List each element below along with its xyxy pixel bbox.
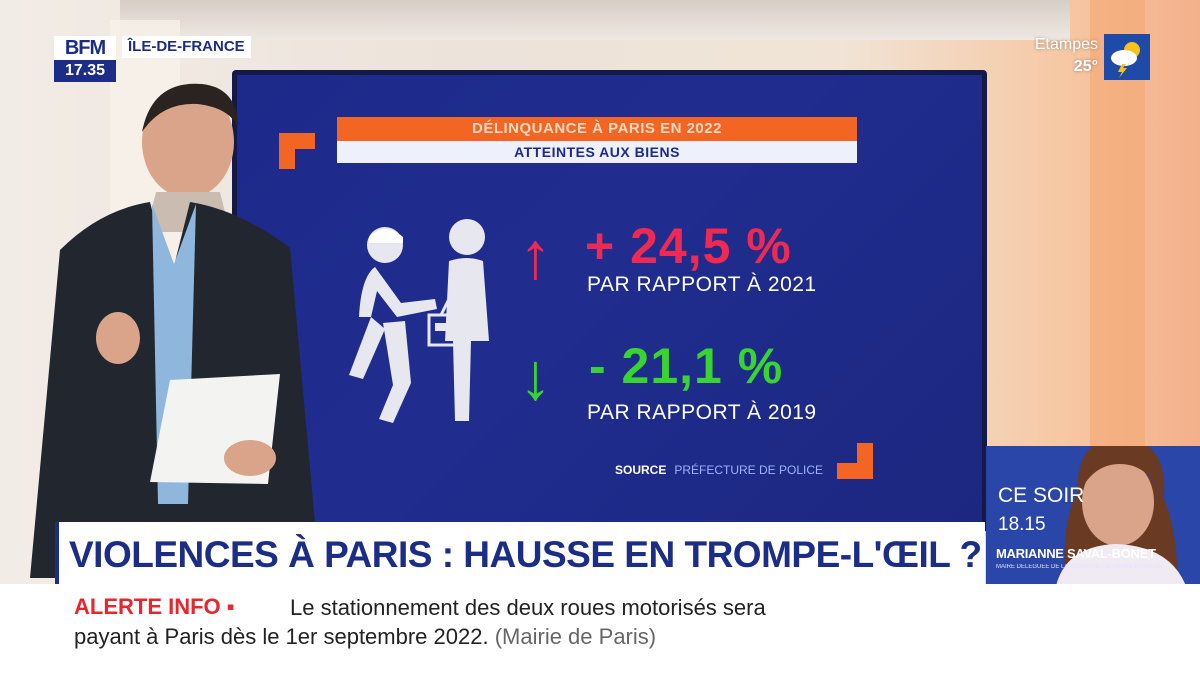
ticker-source: (Mairie de Paris) (494, 624, 657, 649)
guest-when: CE SOIR (998, 484, 1085, 507)
alert-info-label: ALERTE INFO ▪ (74, 594, 235, 619)
source-line: SOURCE PRÉFECTURE DE POLICE (615, 463, 823, 477)
clock-time: 17.35 (54, 60, 116, 82)
channel-logo: BFM 17.35 (54, 36, 116, 82)
infographic-subtitle: ATTEINTES AUX BIENS (337, 141, 857, 163)
infographic-title: DÉLINQUANCE À PARIS EN 2022 (337, 117, 857, 141)
ticker-line-2-text: payant à Paris dès le 1er septembre 2022… (74, 624, 489, 649)
increase-comparison: PAR RAPPORT À 2021 (587, 273, 817, 296)
guest-name: MARIANNE SAVAL-BONET (996, 546, 1156, 561)
ticker-line-2: payant à Paris dès le 1er septembre 2022… (74, 624, 656, 650)
region-label: ÎLE-DE-FRANCE (122, 36, 251, 58)
infographic-screen: DÉLINQUANCE À PARIS EN 2022 ATTEINTES AU… (232, 70, 987, 532)
arrow-up-icon: ↑ (519, 218, 552, 292)
headline-banner: VIOLENCES À PARIS : HAUSSE EN TROMPE-L'Œ… (55, 522, 985, 584)
ticker-line-1: Le stationnement des deux roues motorisé… (290, 595, 766, 620)
source-label: SOURCE (615, 463, 667, 477)
source-value: PRÉFECTURE DE POLICE (674, 463, 824, 477)
channel-logo-text: BFM (54, 36, 116, 60)
headline-title: VIOLENCES À PARIS : HAUSSE EN TROMPE-L'Œ… (69, 534, 982, 575)
guest-panel: CE SOIR 18.15 MARIANNE SAVAL-BONET MAIRE… (986, 446, 1200, 584)
partly-cloudy-storm-icon (1104, 34, 1150, 80)
weather-temperature: 25° (1073, 58, 1098, 75)
increase-percentage: + 24,5 % (585, 218, 792, 274)
guest-role: MAIRE DÉLÉGUÉE DE LA COMMUNE DE REVIN-VE… (996, 564, 1165, 570)
weather-widget: Etampes 25° (1010, 34, 1150, 84)
weather-city: Etampes (1034, 36, 1098, 53)
corner-bracket-decoration (837, 443, 873, 479)
corner-bracket-decoration (279, 133, 315, 169)
news-ticker: ALERTE INFO ▪ Le stationnement des deux … (0, 584, 1200, 675)
studio-ceiling (120, 0, 1070, 40)
decrease-comparison: PAR RAPPORT À 2019 (587, 401, 817, 424)
pickpocket-illustration (349, 219, 489, 423)
arrow-down-icon: ↓ (519, 339, 552, 413)
guest-time: 18.15 (998, 514, 1046, 535)
presenter-figure (30, 83, 320, 578)
decrease-percentage: - 21,1 % (589, 338, 784, 394)
guest-portrait (1056, 446, 1186, 584)
headline-accent-bar (55, 522, 59, 584)
